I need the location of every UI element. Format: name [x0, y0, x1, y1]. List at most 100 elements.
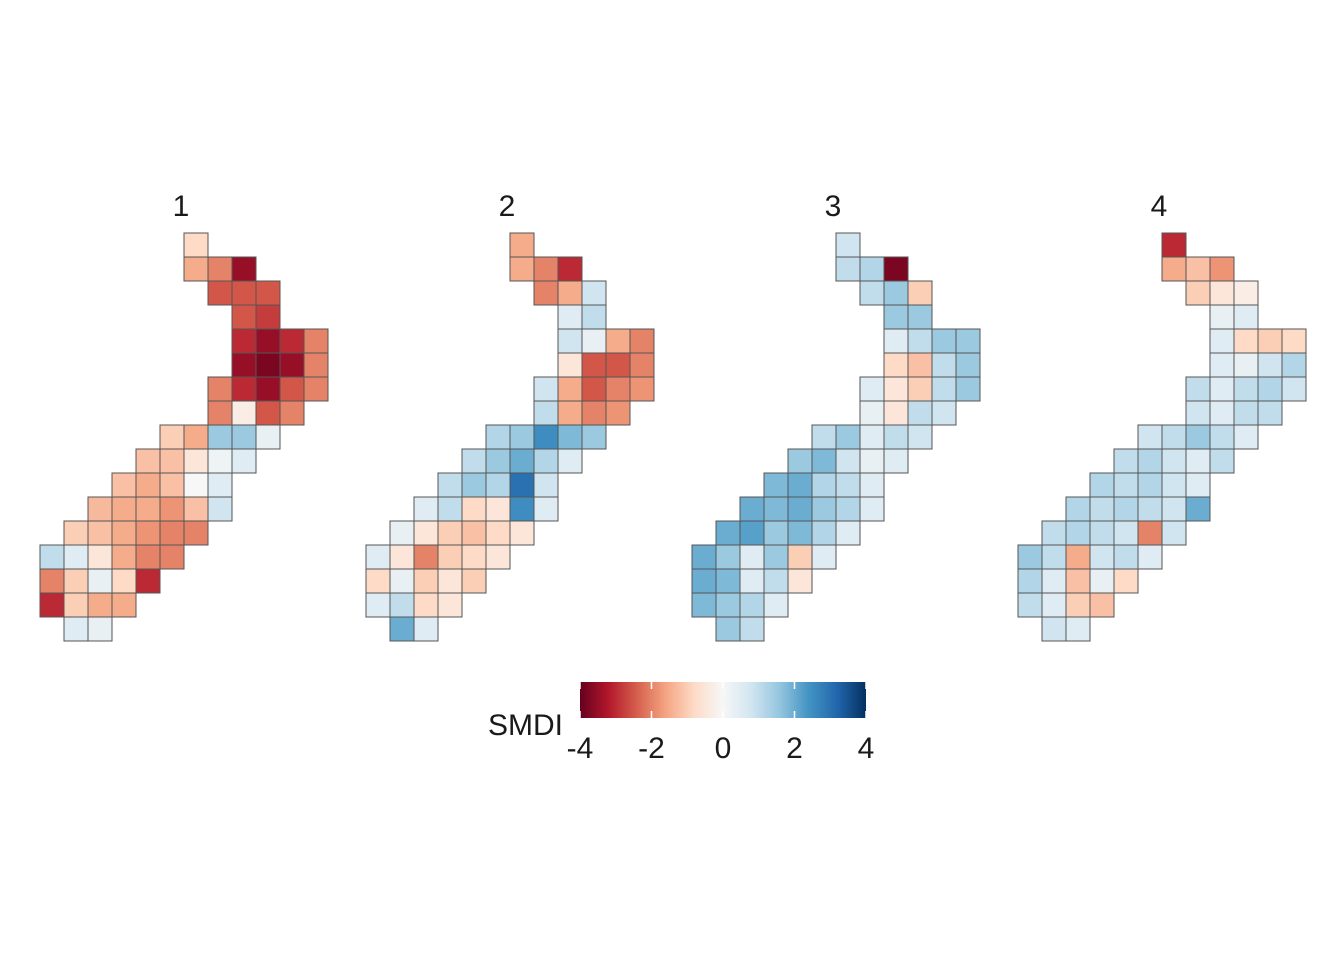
grid-cell	[1233, 352, 1259, 378]
grid-cell	[763, 592, 789, 618]
grid-cell	[557, 256, 583, 282]
grid-cell	[1281, 328, 1307, 354]
grid-cell	[955, 328, 981, 354]
grid-cell	[135, 472, 161, 498]
grid-cell	[39, 592, 65, 618]
grid-cell	[413, 496, 439, 522]
grid-cell	[931, 328, 957, 354]
grid-cell	[605, 352, 631, 378]
grid-cell	[811, 424, 837, 450]
grid-cell	[255, 280, 281, 306]
grid-cell	[255, 400, 281, 426]
grid-cell	[1161, 448, 1187, 474]
grid-cell	[1209, 376, 1235, 402]
grid-cell	[931, 400, 957, 426]
grid-cell	[1209, 352, 1235, 378]
grid-cell	[605, 328, 631, 354]
grid-cell	[135, 568, 161, 594]
grid-cell	[1113, 568, 1139, 594]
grid-cell	[207, 400, 233, 426]
grid-cell	[303, 352, 329, 378]
grid-cell	[39, 544, 65, 570]
grid-cell	[255, 328, 281, 354]
grid-cell	[63, 616, 89, 642]
grid-cell	[63, 520, 89, 546]
grid-cell	[581, 328, 607, 354]
grid-cell	[413, 520, 439, 546]
grid-cell	[1209, 328, 1235, 354]
grid-cell	[159, 424, 185, 450]
grid-cell	[207, 256, 233, 282]
grid-cell	[811, 520, 837, 546]
grid-cell	[1137, 544, 1163, 570]
grid-cell	[1065, 592, 1091, 618]
grid-cell	[159, 448, 185, 474]
grid-cell	[605, 376, 631, 402]
grid-cell	[557, 424, 583, 450]
grid-cell	[715, 520, 741, 546]
grid-cell	[787, 568, 813, 594]
grid-cell	[231, 424, 257, 450]
grid-cell	[811, 448, 837, 474]
grid-cell	[533, 376, 559, 402]
grid-cell	[509, 424, 535, 450]
grid-cell	[87, 496, 113, 522]
grid-cell	[279, 400, 305, 426]
grid-cell	[111, 592, 137, 618]
grid-cell	[883, 400, 909, 426]
legend-tick-label: 2	[786, 732, 803, 765]
legend-tick-label: -2	[638, 732, 665, 765]
grid-cell	[509, 232, 535, 258]
grid-cell	[461, 472, 487, 498]
grid-cell	[811, 496, 837, 522]
grid-cell	[255, 304, 281, 330]
grid-cell	[931, 376, 957, 402]
grid-cell	[1233, 328, 1259, 354]
grid-cell	[1161, 472, 1187, 498]
grid-cell	[111, 472, 137, 498]
grid-cell	[1041, 544, 1067, 570]
grid-cell	[509, 520, 535, 546]
grid-cell	[437, 568, 463, 594]
grid-cell	[111, 496, 137, 522]
grid-cell	[1281, 352, 1307, 378]
grid-cell	[811, 472, 837, 498]
grid-cell	[207, 376, 233, 402]
grid-cell	[605, 400, 631, 426]
grid-cell	[207, 496, 233, 522]
grid-cell	[581, 424, 607, 450]
grid-cell	[835, 496, 861, 522]
grid-cell	[437, 544, 463, 570]
grid-cell	[207, 424, 233, 450]
grid-cell	[557, 376, 583, 402]
grid-cell	[763, 520, 789, 546]
grid-cell	[557, 328, 583, 354]
grid-cell	[1161, 256, 1187, 282]
grid-cell	[739, 544, 765, 570]
grid-cell	[787, 448, 813, 474]
grid-cell	[1041, 616, 1067, 642]
grid-cell	[629, 328, 655, 354]
grid-cell	[715, 592, 741, 618]
grid-cell	[1209, 448, 1235, 474]
grid-cell	[183, 232, 209, 258]
grid-cell	[1209, 400, 1235, 426]
grid-cell	[207, 280, 233, 306]
grid-cell	[1185, 496, 1211, 522]
grid-cell	[413, 592, 439, 618]
grid-cell	[389, 568, 415, 594]
grid-cell	[461, 520, 487, 546]
grid-cell	[111, 520, 137, 546]
grid-cell	[303, 328, 329, 354]
grid-cell	[111, 568, 137, 594]
grid-cell	[763, 544, 789, 570]
grid-cell	[413, 544, 439, 570]
grid-cell	[931, 352, 957, 378]
grid-cell	[1161, 496, 1187, 522]
grid-cell	[811, 544, 837, 570]
grid-cell	[835, 448, 861, 474]
grid-cell	[1185, 280, 1211, 306]
grid-cell	[389, 592, 415, 618]
grid-cell	[461, 496, 487, 522]
grid-cell	[1065, 544, 1091, 570]
